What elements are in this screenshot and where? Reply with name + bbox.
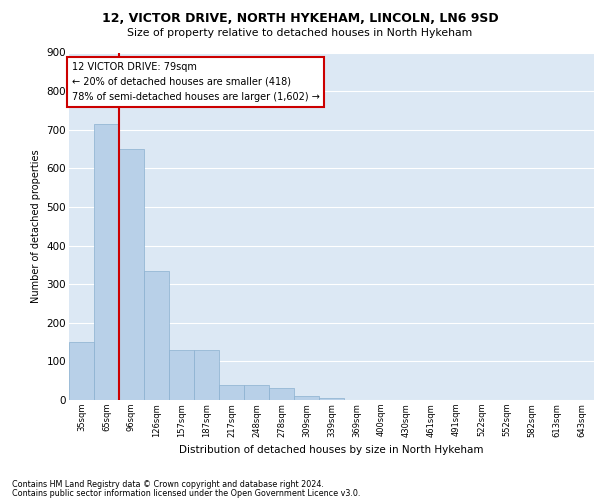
Y-axis label: Number of detached properties: Number of detached properties — [31, 150, 41, 303]
Bar — [269, 388, 294, 400]
Bar — [94, 124, 119, 400]
Text: 12 VICTOR DRIVE: 79sqm
← 20% of detached houses are smaller (418)
78% of semi-de: 12 VICTOR DRIVE: 79sqm ← 20% of detached… — [71, 62, 319, 102]
Text: 12, VICTOR DRIVE, NORTH HYKEHAM, LINCOLN, LN6 9SD: 12, VICTOR DRIVE, NORTH HYKEHAM, LINCOLN… — [101, 12, 499, 26]
Bar — [69, 342, 94, 400]
Text: Size of property relative to detached houses in North Hykeham: Size of property relative to detached ho… — [127, 28, 473, 38]
Bar — [144, 270, 169, 400]
X-axis label: Distribution of detached houses by size in North Hykeham: Distribution of detached houses by size … — [179, 445, 484, 455]
Bar — [169, 350, 194, 400]
Bar — [319, 398, 344, 400]
Text: Contains public sector information licensed under the Open Government Licence v3: Contains public sector information licen… — [12, 488, 361, 498]
Bar — [119, 149, 144, 400]
Bar — [194, 350, 219, 400]
Bar — [294, 396, 319, 400]
Bar — [244, 384, 269, 400]
Text: Contains HM Land Registry data © Crown copyright and database right 2024.: Contains HM Land Registry data © Crown c… — [12, 480, 324, 489]
Bar — [219, 384, 244, 400]
